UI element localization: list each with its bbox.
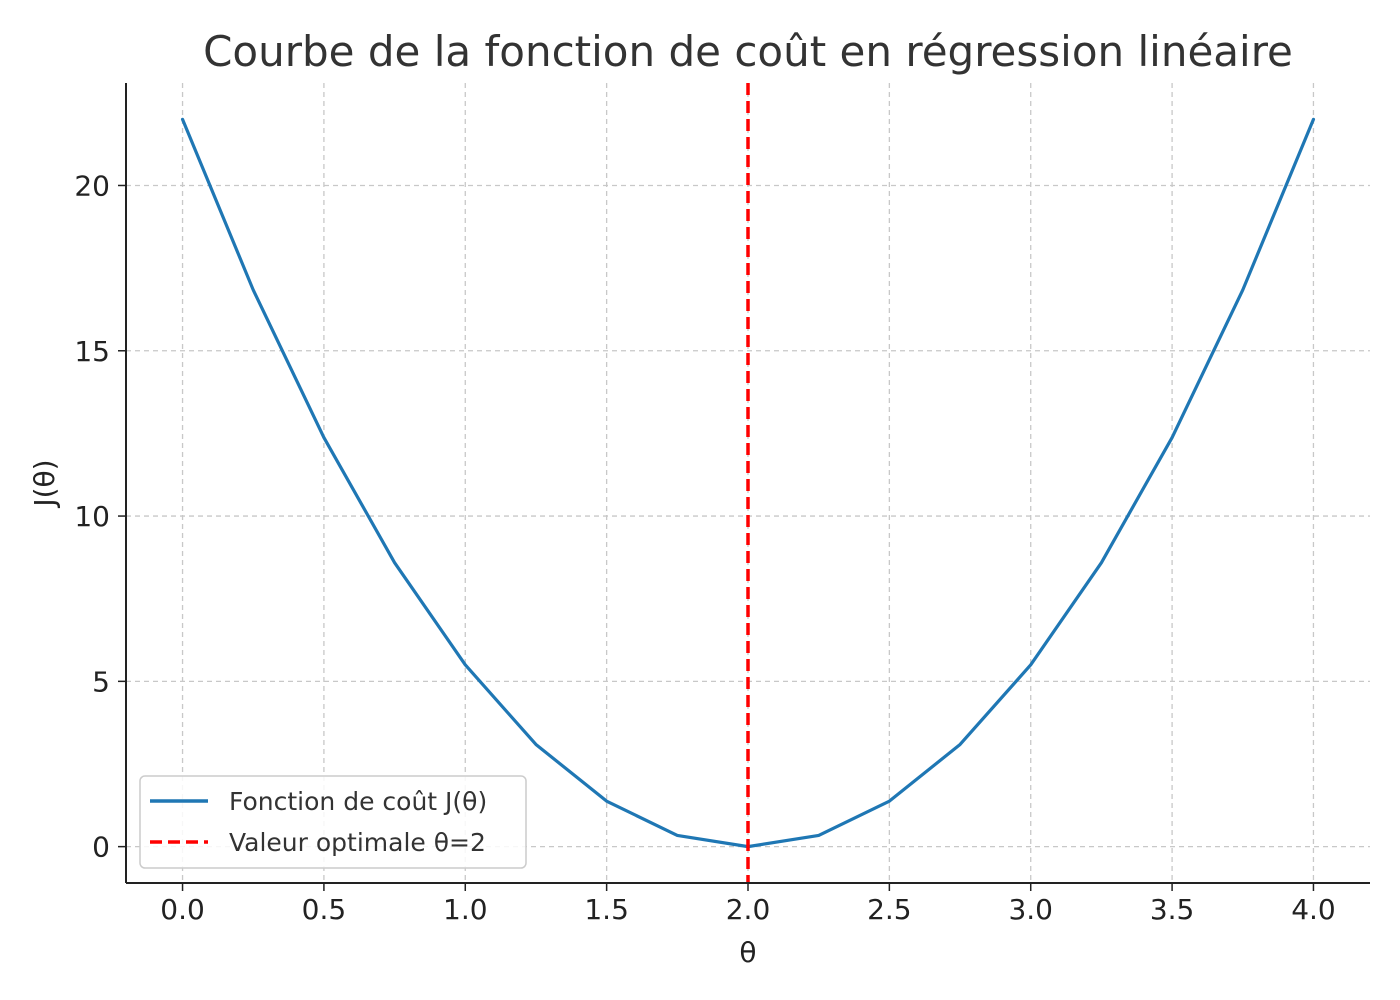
x-tick-label: 4.0	[1291, 893, 1336, 926]
legend: Fonction de coût J(θ) Valeur optimale θ=…	[139, 775, 527, 869]
legend-label-optimal: Valeur optimale θ=2	[229, 828, 486, 857]
y-axis-label: J(θ)	[28, 459, 61, 508]
x-tick-label: 1.0	[443, 893, 488, 926]
y-tick-label: 10	[74, 500, 110, 533]
x-axis-label: θ	[739, 936, 756, 969]
chart-title: Courbe de la fonction de coût en régress…	[203, 27, 1293, 76]
x-ticks: 0.0 0.5 1.0 1.5 2.0 2.5 3.0 3.5 4.0	[160, 883, 1336, 926]
y-tick-label: 20	[74, 169, 110, 202]
x-tick-label: 2.0	[726, 893, 771, 926]
x-tick-label: 0.5	[302, 893, 347, 926]
y-tick-label: 0	[92, 831, 110, 864]
x-tick-label: 3.5	[1150, 893, 1195, 926]
x-tick-label: 2.5	[867, 893, 912, 926]
y-tick-label: 5	[92, 665, 110, 698]
x-tick-label: 0.0	[160, 893, 205, 926]
plot-area	[180, 83, 1316, 883]
y-ticks: 0 5 10 15 20	[74, 169, 126, 864]
x-tick-label: 1.5	[584, 893, 629, 926]
y-tick-label: 15	[74, 335, 110, 368]
legend-label-cost: Fonction de coût J(θ)	[229, 787, 487, 816]
x-tick-label: 3.0	[1008, 893, 1053, 926]
legend-box	[139, 775, 527, 869]
